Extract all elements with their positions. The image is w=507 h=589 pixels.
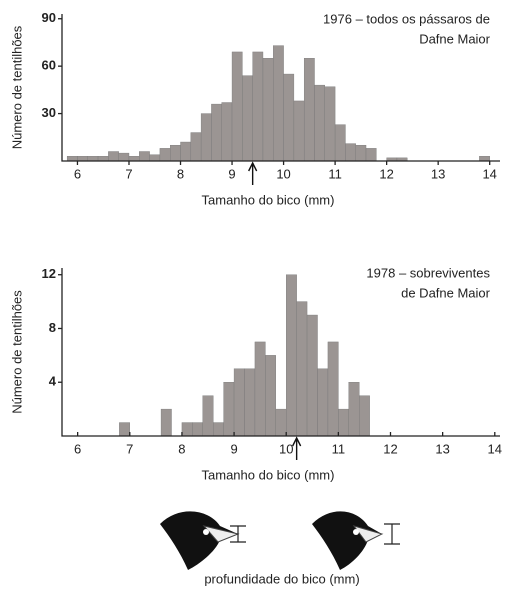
bar <box>190 132 202 162</box>
x-tick-label: 9 <box>228 166 235 181</box>
x-tick-label: 12 <box>383 441 397 456</box>
y-tick-label: 4 <box>49 374 57 389</box>
bar <box>192 422 203 437</box>
x-tick-label: 7 <box>125 166 132 181</box>
bar <box>233 368 245 437</box>
bar <box>338 408 349 437</box>
bar <box>223 382 235 437</box>
bar <box>231 51 243 162</box>
bar <box>324 86 336 162</box>
x-tick-label: 7 <box>126 441 133 456</box>
annotation: 1978 – sobreviventes <box>366 265 490 280</box>
bar <box>286 274 297 437</box>
bar <box>314 84 325 162</box>
x-tick-label: 11 <box>328 166 342 181</box>
axis-line <box>61 14 500 162</box>
bar <box>170 144 181 162</box>
x-tick-label: 6 <box>74 441 81 456</box>
bar <box>159 148 171 162</box>
bar <box>97 156 109 162</box>
x-tick-label: 13 <box>431 166 445 181</box>
x-tick-label: 8 <box>177 166 184 181</box>
y-tick-label: 90 <box>42 10 56 25</box>
bar <box>262 58 274 162</box>
y-tick-label: 60 <box>42 58 56 73</box>
bar <box>327 341 339 437</box>
bar <box>211 103 222 162</box>
y-tick-label: 30 <box>42 105 56 120</box>
bar <box>317 368 329 437</box>
bar <box>66 156 78 162</box>
x-axis-label: Tamanho do bico (mm) <box>202 192 335 207</box>
bar <box>77 156 88 162</box>
bar <box>296 301 308 437</box>
bar <box>254 341 266 437</box>
bar <box>118 152 130 162</box>
bar <box>242 75 253 162</box>
bar <box>293 100 305 162</box>
bar <box>265 355 276 437</box>
x-tick-label: 10 <box>276 166 290 181</box>
bar <box>283 73 295 162</box>
x-tick-label: 10 <box>279 441 293 456</box>
bar <box>87 156 99 162</box>
arrow <box>292 436 302 460</box>
bar <box>128 156 140 162</box>
bar <box>221 102 233 162</box>
bar <box>160 408 172 437</box>
x-tick-label: 8 <box>178 441 185 456</box>
bar <box>479 156 490 162</box>
x-tick-label: 6 <box>74 166 81 181</box>
x-tick-label: 14 <box>482 166 496 181</box>
annotation: Dafne Maior <box>419 31 490 46</box>
bar <box>273 45 284 162</box>
x-tick-label: 13 <box>435 441 449 456</box>
bar <box>244 368 256 437</box>
bar <box>149 154 161 162</box>
bar <box>359 395 370 437</box>
bar <box>355 144 367 162</box>
x-axis-label: Tamanho do bico (mm) <box>202 467 335 482</box>
annotation: 1976 – todos os pássaros de <box>323 11 490 26</box>
bird-head-icon <box>160 511 246 570</box>
x-tick-label: 9 <box>230 441 237 456</box>
bar <box>252 51 264 162</box>
y-tick-label: 12 <box>42 266 56 281</box>
y-tick-label: 8 <box>49 320 56 335</box>
bar <box>200 113 212 162</box>
bar <box>119 422 130 437</box>
bar <box>303 58 315 162</box>
x-tick-label: 14 <box>488 441 502 456</box>
x-tick-label: 11 <box>332 441 346 456</box>
y-axis-label: Número de tentilhões <box>9 290 24 414</box>
bar <box>348 382 360 437</box>
x-tick-label: 12 <box>379 166 393 181</box>
caption: profundidade do bico (mm) <box>204 571 359 586</box>
axis-line <box>61 268 500 437</box>
bar <box>181 422 193 437</box>
bird-head-icon <box>312 511 400 570</box>
y-axis-label: Número de tentilhões <box>9 25 24 149</box>
arrow <box>248 161 258 185</box>
bar <box>213 422 224 437</box>
bar <box>365 148 377 162</box>
bar <box>345 143 356 162</box>
bar <box>306 314 318 437</box>
bar <box>275 408 287 437</box>
bar <box>139 151 150 162</box>
bar <box>334 124 346 162</box>
bar <box>180 141 192 162</box>
bar <box>108 151 119 162</box>
annotation: de Dafne Maior <box>401 285 491 300</box>
bar <box>202 395 214 437</box>
